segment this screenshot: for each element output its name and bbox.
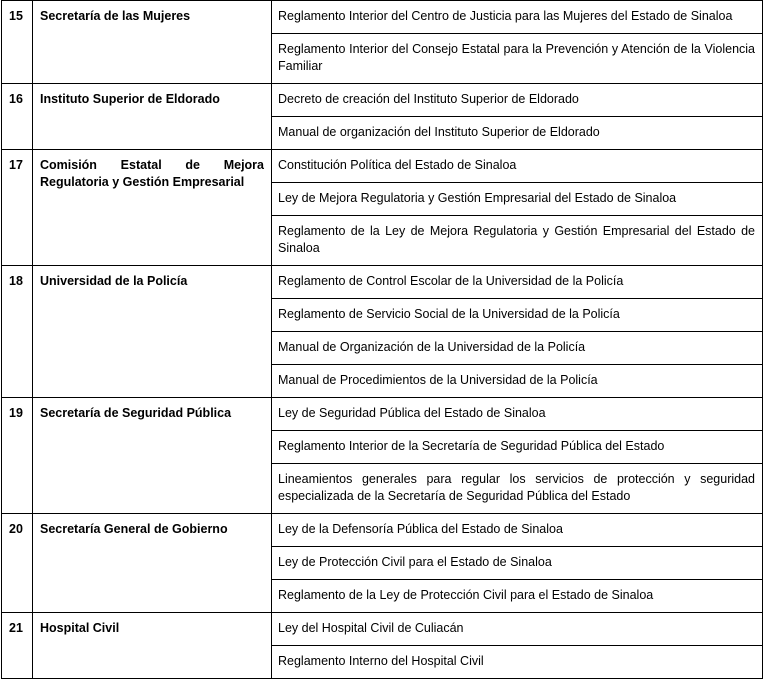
regulations-table: 15 Secretaría de las Mujeres Reglamento In… [1,0,763,679]
entity-name: Secretaría de Seguridad Pública [32,397,272,514]
table-row: Reglamento Interior de la Secretaría de … [2,430,763,464]
document-name: Reglamento de Servicio Social de la Univ… [271,298,763,332]
document-name: Reglamento de Control Escolar de la Univ… [271,265,763,299]
entity-name: Instituto Superior de Eldorado [32,83,272,150]
row-number: 19 [1,397,33,514]
entity-name: Universidad de la Policía [32,265,272,398]
entity-name: Comisión Estatal de Mejora Regulatoria y… [32,149,272,266]
row-number: 15 [1,0,33,84]
document-name: Ley de la Defensoría Pública del Estado … [271,513,763,547]
row-number: 17 [1,149,33,266]
table-row: Lineamientos generales para regular los … [2,463,763,514]
document-name: Decreto de creación del Instituto Superi… [271,83,763,117]
entity-name: Hospital Civil [32,612,272,679]
table-row: 15 Secretaría de las Mujeres Reglamento In… [1,0,763,84]
row-number: 18 [1,265,33,398]
entity-name: Secretaría de las Mujeres [32,0,272,84]
entity-name: Secretaría General de Gobierno [32,513,272,613]
table-row: Reglamento Interno del Hospital Civil [2,645,763,679]
document-name: Reglamento Interior del Centro de Justic… [271,0,763,34]
table-row: Reglamento Interior del Consejo Estatal … [2,33,763,84]
table-row: 21 Hospital Civil Ley del Hospital Civil d… [1,612,763,679]
document-name: Manual de Procedimientos de la Universid… [271,364,763,398]
table-row: Reglamento de la Ley de Mejora Regulator… [2,215,763,266]
table-row: Reglamento de Servicio Social de la Univ… [2,298,763,332]
row-number: 21 [1,612,33,679]
document-name: Reglamento Interior del Consejo Estatal … [271,33,763,84]
document-name: Ley de Seguridad Pública del Estado de S… [271,397,763,431]
table-row: Ley de Mejora Regulatoria y Gestión Empr… [2,182,763,216]
document-name: Manual de organización del Instituto Sup… [271,116,763,150]
table-row: Manual de Organización de la Universidad… [2,331,763,365]
document-name: Manual de Organización de la Universidad… [271,331,763,365]
table-row: 17 Comisión Estatal de Mejora Regulatoria… [1,149,763,266]
document-name: Lineamientos generales para regular los … [271,463,763,514]
table-row: 18 Universidad de la Policía Reglamento de… [1,265,763,398]
table-row: Reglamento de la Ley de Protección Civil… [2,579,763,613]
row-number: 16 [1,83,33,150]
document-name: Reglamento Interno del Hospital Civil [271,645,763,679]
document-name: Reglamento de la Ley de Mejora Regulator… [271,215,763,266]
table-row: 20 Secretaría General de Gobierno Ley de l… [1,513,763,613]
document-name: Ley de Mejora Regulatoria y Gestión Empr… [271,182,763,216]
row-number: 20 [1,513,33,613]
document-name: Ley de Protección Civil para el Estado d… [271,546,763,580]
table-row: 16 Instituto Superior de Eldorado Decreto … [1,83,763,150]
table-row: Manual de Procedimientos de la Universid… [2,364,763,398]
document-name: Ley del Hospital Civil de Culiacán [271,612,763,646]
document-name: Constitución Política del Estado de Sina… [271,149,763,183]
table-row: Manual de organización del Instituto Sup… [2,116,763,150]
document-name: Reglamento Interior de la Secretaría de … [271,430,763,464]
table-row: 19 Secretaría de Seguridad Pública Ley de … [1,397,763,514]
document-name: Reglamento de la Ley de Protección Civil… [271,579,763,613]
